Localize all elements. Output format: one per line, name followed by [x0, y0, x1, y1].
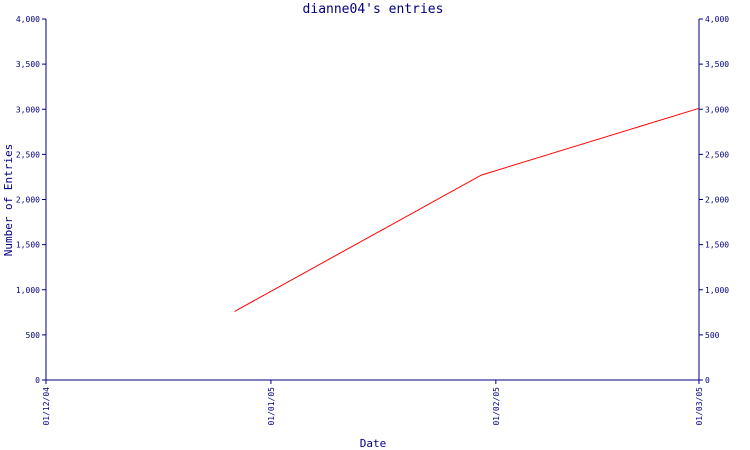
y-axis-left: 0 500 1,000 1,500 2,000 2,500 3,000 3,500 4,000	[16, 15, 46, 385]
y-tick-label-left: 1,000	[16, 286, 40, 295]
series-layer	[234, 107, 700, 312]
y-tick-label-left: 2,000	[16, 196, 40, 205]
y-tick-label-right: 1,000	[705, 286, 729, 295]
y-tick-label-right: 2,000	[705, 196, 729, 205]
y-tick-label-right: 2,500	[705, 150, 729, 159]
y-tick-label-right: 3,500	[705, 60, 729, 69]
y-tick-label-left: 2,500	[16, 150, 40, 159]
y-tick-label-right: 0	[705, 376, 710, 385]
x-tick-label: 01/03/05	[695, 387, 704, 426]
y-tick-label-left: 1,500	[16, 241, 40, 250]
y-tick-label-right: 500	[705, 331, 720, 340]
y-tick-label-left: 4,000	[16, 15, 40, 24]
y-tick-label-left: 3,500	[16, 60, 40, 69]
y-tick-label-left: 500	[26, 331, 41, 340]
y-tick-label-left: 0	[35, 376, 40, 385]
y-axis-label: Number of Entries	[2, 144, 15, 257]
x-tick-label: 01/12/04	[42, 387, 51, 426]
x-tick-label: 01/01/05	[267, 387, 276, 426]
y-tick-label-right: 4,000	[705, 15, 729, 24]
plot-frame	[45, 19, 700, 381]
x-axis: 01/12/04 01/01/05 01/02/05 01/03/05	[42, 380, 704, 426]
x-tick-label: 01/02/05	[492, 387, 501, 426]
x-axis-label: Date	[360, 437, 387, 450]
y-tick-label-left: 3,000	[16, 105, 40, 114]
y-tick-label-right: 3,000	[705, 105, 729, 114]
series-line	[234, 107, 700, 312]
y-tick-label-right: 1,500	[705, 241, 729, 250]
y-axis-right: 0 500 1,000 1,500 2,000 2,500 3,000 3,500 4,000	[699, 15, 729, 385]
chart-title: dianne04's entries	[303, 2, 444, 17]
